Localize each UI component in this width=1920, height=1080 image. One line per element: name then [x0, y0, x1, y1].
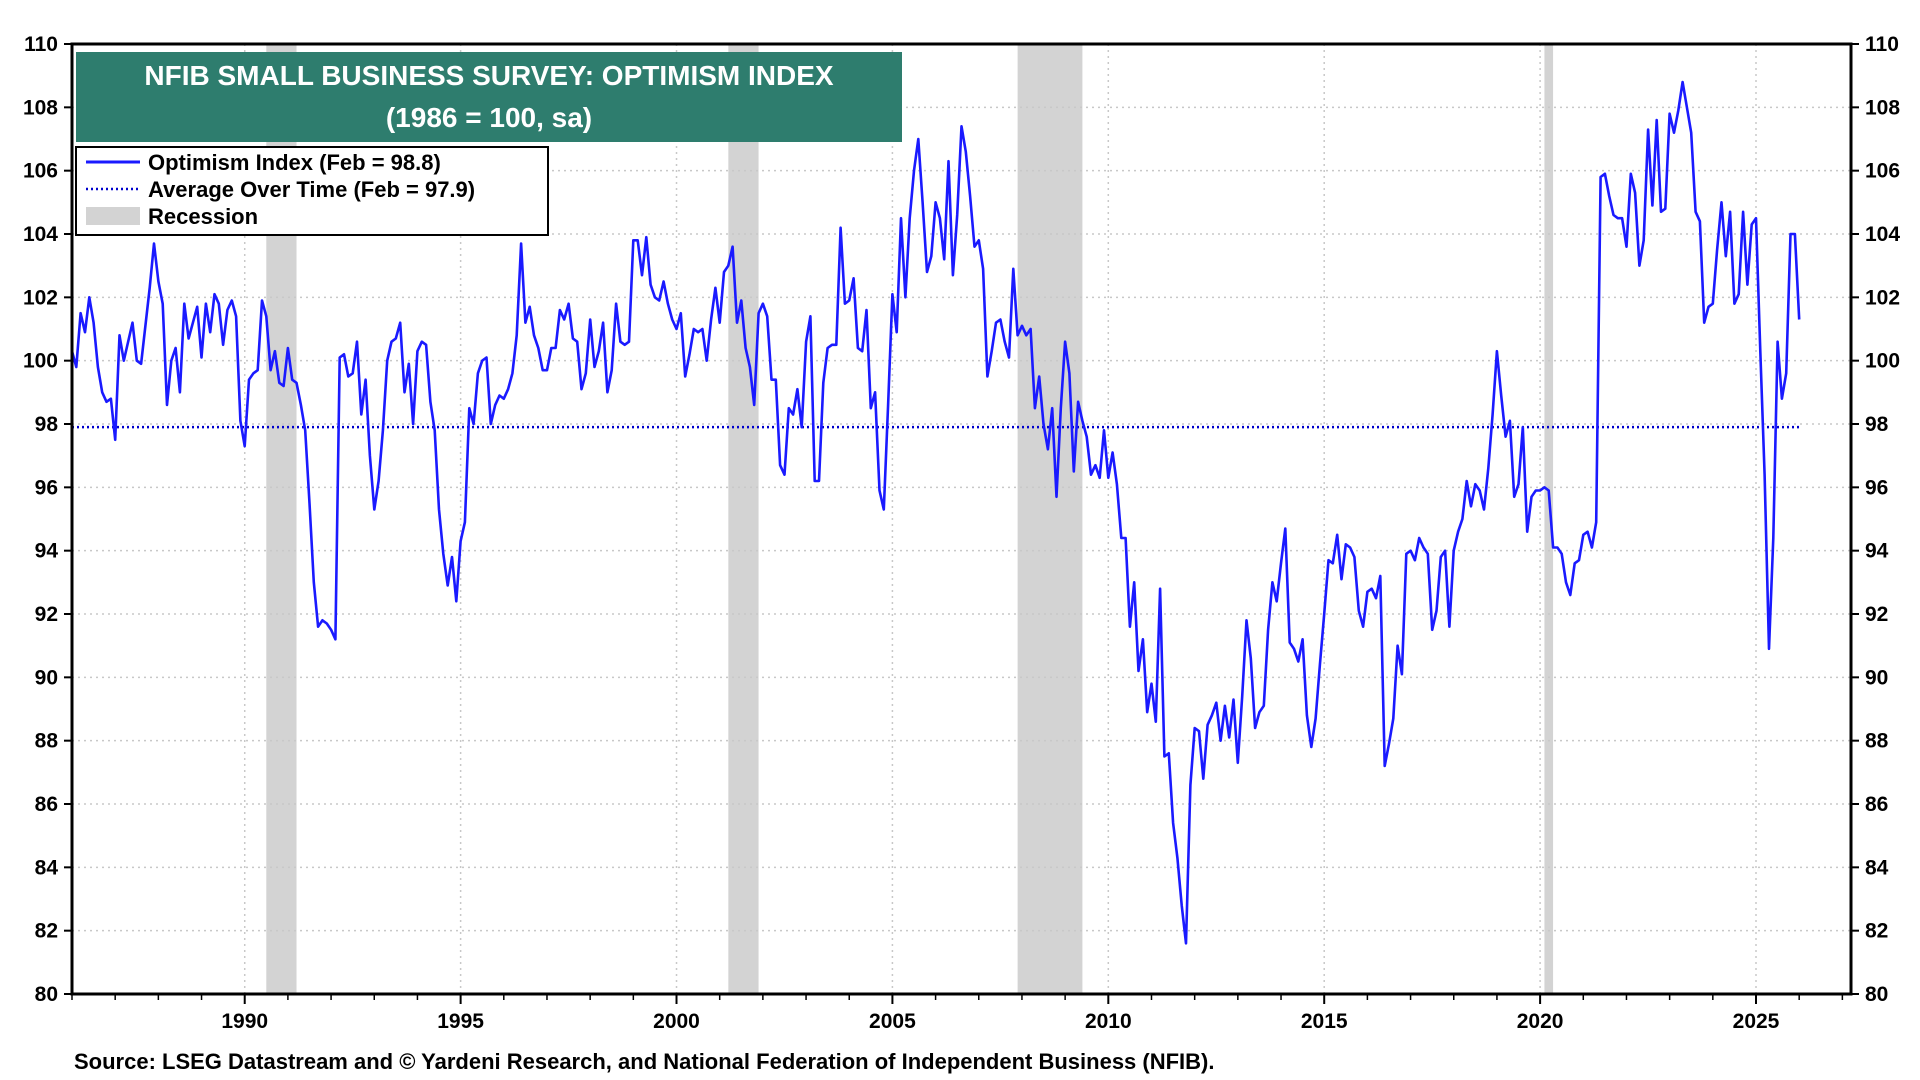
y-tick-label-right-98: 98 — [1865, 413, 1889, 436]
legend-box — [75, 146, 549, 236]
x-tick-label-2025: 2025 — [1733, 1010, 1780, 1033]
series-layer — [70, 80, 1801, 945]
legend-label-index: Optimism Index (Feb = 98.8) — [148, 150, 441, 175]
y-tick-label-right-80: 80 — [1865, 983, 1888, 1006]
plot-frame — [70, 42, 1853, 996]
y-tick-label-left-88: 88 — [35, 730, 59, 753]
legend-label-average: Average Over Time (Feb = 97.9) — [148, 177, 475, 202]
gridlines — [72, 44, 1851, 994]
y-tick-label-left-108: 108 — [23, 96, 58, 119]
y-tick-label-right-88: 88 — [1865, 730, 1889, 753]
y-tick-label-right-90: 90 — [1865, 666, 1888, 689]
legend: Optimism Index (Feb = 98.8) Average Over… — [75, 146, 549, 236]
y-tick-label-right-92: 92 — [1865, 603, 1888, 626]
y-tick-label-left-98: 98 — [35, 413, 59, 436]
y-tick-label-left-92: 92 — [35, 603, 58, 626]
y-tick-label-right-94: 94 — [1865, 540, 1889, 563]
y-tick-label-left-84: 84 — [35, 856, 59, 879]
source-note: Source: LSEG Datastream and © Yardeni Re… — [74, 1049, 1215, 1074]
axis-ticks: 80 80 82 82 84 84 86 86 88 88 90 90 92 92 94 94 96 96 98 98… — [23, 33, 1900, 1033]
y-tick-label-left-80: 80 — [35, 983, 58, 1006]
y-tick-label-left-102: 102 — [23, 286, 58, 309]
recession-band-3 — [1544, 44, 1554, 994]
y-tick-label-right-110: 110 — [1865, 33, 1899, 56]
y-tick-label-left-94: 94 — [35, 540, 59, 563]
x-tick-label-2010: 2010 — [1085, 1010, 1132, 1033]
x-tick-label-2000: 2000 — [653, 1010, 700, 1033]
y-tick-label-right-96: 96 — [1865, 476, 1888, 499]
y-tick-label-left-90: 90 — [35, 666, 58, 689]
y-tick-label-left-110: 110 — [24, 33, 58, 56]
legend-swatch-recession — [86, 207, 140, 225]
title-box: NFIB SMALL BUSINESS SURVEY: OPTIMISM IND… — [76, 52, 902, 142]
y-tick-label-left-106: 106 — [23, 160, 58, 183]
y-tick-label-left-86: 86 — [35, 793, 58, 816]
y-tick-label-right-108: 108 — [1865, 96, 1900, 119]
y-tick-label-left-82: 82 — [35, 920, 58, 943]
chart-subtitle: (1986 = 100, sa) — [386, 102, 592, 133]
series-line-0 — [70, 80, 1801, 945]
recession-band-1 — [728, 44, 759, 994]
y-tick-label-right-86: 86 — [1865, 793, 1888, 816]
y-tick-label-left-100: 100 — [23, 350, 58, 373]
legend-label-recession: Recession — [148, 204, 258, 229]
chart-title: NFIB SMALL BUSINESS SURVEY: OPTIMISM IND… — [144, 60, 834, 91]
y-tick-label-right-104: 104 — [1865, 223, 1900, 246]
y-tick-label-left-104: 104 — [23, 223, 58, 246]
y-tick-label-right-102: 102 — [1865, 286, 1900, 309]
x-tick-label-2005: 2005 — [869, 1010, 916, 1033]
x-tick-label-2020: 2020 — [1517, 1010, 1564, 1033]
y-tick-label-left-96: 96 — [35, 476, 58, 499]
title-background — [76, 52, 902, 142]
y-tick-label-right-100: 100 — [1865, 350, 1900, 373]
x-tick-label-1995: 1995 — [437, 1010, 484, 1033]
recession-band-2 — [1017, 44, 1083, 994]
x-tick-label-2015: 2015 — [1301, 1010, 1348, 1033]
y-tick-label-right-82: 82 — [1865, 920, 1888, 943]
y-tick-label-right-106: 106 — [1865, 160, 1900, 183]
y-tick-label-right-84: 84 — [1865, 856, 1889, 879]
x-tick-label-1990: 1990 — [221, 1010, 268, 1033]
